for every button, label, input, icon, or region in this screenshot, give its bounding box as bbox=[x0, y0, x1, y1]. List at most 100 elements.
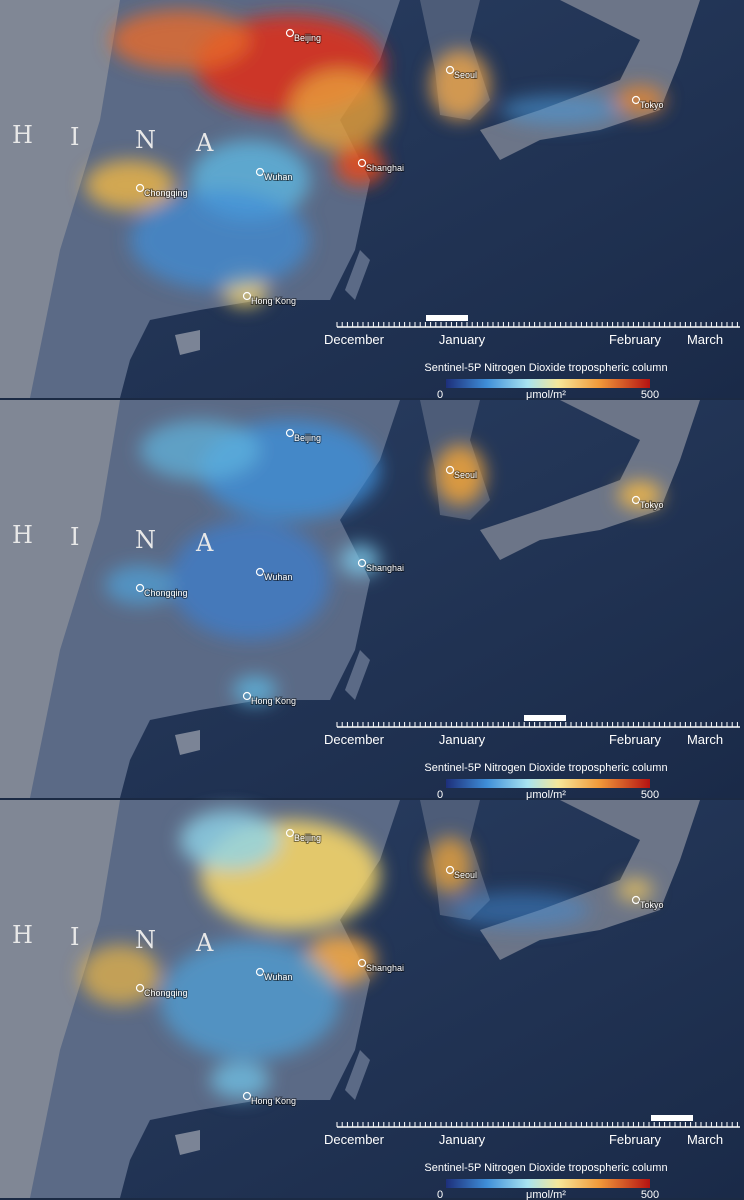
no2-concentration bbox=[430, 50, 490, 120]
country-letter: I bbox=[70, 523, 79, 551]
city-marker bbox=[135, 183, 145, 193]
country-letter: I bbox=[70, 123, 79, 151]
legend-colorbar bbox=[446, 779, 650, 788]
map-panel: H I N A Beijing Seoul Tokyo Shanghai Wuhan Chongq… bbox=[0, 400, 744, 801]
timeline-handle bbox=[651, 1115, 693, 1121]
city-label: Seoul bbox=[454, 70, 477, 80]
timeline-month: December bbox=[324, 1132, 385, 1147]
country-letter: H bbox=[12, 921, 33, 949]
no2-concentration bbox=[618, 481, 662, 509]
no2-concentration bbox=[210, 1062, 270, 1098]
city-label: Beijing bbox=[294, 833, 321, 843]
city-marker bbox=[357, 558, 367, 568]
city-marker bbox=[242, 291, 252, 301]
timeline-month: March bbox=[687, 732, 723, 747]
map-panel: H I N A Beijing Seoul Tokyo Shanghai Wuhan Chongq… bbox=[0, 800, 744, 1200]
city-label: Wuhan bbox=[264, 172, 292, 182]
country-letter: N bbox=[135, 526, 156, 554]
legend-title: Sentinel-5P Nitrogen Dioxide tropospheri… bbox=[424, 762, 667, 774]
no2-concentration bbox=[617, 878, 653, 902]
city-label: Wuhan bbox=[264, 972, 292, 982]
city-marker bbox=[255, 567, 265, 577]
city-marker bbox=[445, 65, 455, 75]
legend-title: Sentinel-5P Nitrogen Dioxide tropospheri… bbox=[424, 362, 667, 374]
land-japan bbox=[480, 400, 700, 560]
city-label: Seoul bbox=[454, 470, 477, 480]
legend-unit: μmol/m² bbox=[526, 1189, 566, 1200]
city-label: Beijing bbox=[294, 33, 321, 43]
no2-concentration bbox=[130, 190, 310, 290]
timeline-month: January bbox=[439, 1132, 486, 1147]
no2-concentration bbox=[335, 145, 385, 185]
no2-concentration bbox=[140, 420, 260, 480]
timeline-month: December bbox=[324, 732, 385, 747]
no2-concentration bbox=[435, 445, 485, 505]
land-taiwan bbox=[345, 250, 370, 300]
city-label: Hong Kong bbox=[251, 296, 296, 306]
land-west bbox=[0, 800, 120, 1198]
city-marker bbox=[631, 895, 641, 905]
city-marker bbox=[242, 1091, 252, 1101]
city-label: Chongqing bbox=[144, 188, 188, 198]
country-letter: H bbox=[12, 521, 33, 549]
country-letter: A bbox=[195, 929, 214, 957]
land-hainan bbox=[175, 730, 200, 755]
city-label: Beijing bbox=[294, 433, 321, 443]
city-marker bbox=[631, 95, 641, 105]
city-marker bbox=[357, 958, 367, 968]
legend-min: 0 bbox=[437, 389, 443, 401]
country-letter: I bbox=[70, 923, 79, 951]
land-west bbox=[0, 400, 120, 798]
country-letter: H bbox=[12, 121, 33, 149]
city-marker bbox=[445, 465, 455, 475]
legend-unit: μmol/m² bbox=[526, 389, 566, 401]
timeline-month: February bbox=[609, 1132, 662, 1147]
timeline-month: February bbox=[609, 732, 662, 747]
city-label: Shanghai bbox=[366, 163, 404, 173]
no2-concentration bbox=[428, 837, 472, 893]
timeline-handle bbox=[524, 715, 566, 721]
country-letter: N bbox=[135, 926, 156, 954]
timeline-month: January bbox=[439, 332, 486, 347]
legend-max: 500 bbox=[641, 389, 659, 401]
country-letter: A bbox=[195, 529, 214, 557]
no2-concentration bbox=[110, 10, 250, 70]
legend-colorbar bbox=[446, 379, 650, 388]
city-marker bbox=[285, 28, 295, 38]
timeline-month: March bbox=[687, 332, 723, 347]
city-label: Tokyo bbox=[640, 100, 664, 110]
city-marker bbox=[445, 865, 455, 875]
city-marker bbox=[242, 691, 252, 701]
timeline-month: January bbox=[439, 732, 486, 747]
city-label: Shanghai bbox=[366, 563, 404, 573]
city-label: Hong Kong bbox=[251, 1096, 296, 1106]
legend-unit: μmol/m² bbox=[526, 789, 566, 801]
legend-min: 0 bbox=[437, 1189, 443, 1200]
city-marker bbox=[255, 967, 265, 977]
city-label: Hong Kong bbox=[251, 696, 296, 706]
legend-title: Sentinel-5P Nitrogen Dioxide tropospheri… bbox=[424, 1162, 667, 1174]
no2-overlay bbox=[105, 420, 662, 704]
legend-max: 500 bbox=[641, 1189, 659, 1200]
timeline-month: December bbox=[324, 332, 385, 347]
city-marker bbox=[357, 158, 367, 168]
legend-min: 0 bbox=[437, 789, 443, 801]
country-letter: N bbox=[135, 126, 156, 154]
no2-concentration bbox=[180, 810, 280, 870]
city-label: Chongqing bbox=[144, 988, 188, 998]
city-label: Chongqing bbox=[144, 588, 188, 598]
city-label: Tokyo bbox=[640, 500, 664, 510]
no2-concentration bbox=[500, 95, 620, 125]
land-taiwan bbox=[345, 1050, 370, 1100]
city-label: Wuhan bbox=[264, 572, 292, 582]
no2-concentration bbox=[160, 940, 340, 1060]
city-marker bbox=[135, 583, 145, 593]
legend-colorbar bbox=[446, 1179, 650, 1188]
land-hainan bbox=[175, 1130, 200, 1155]
land-west bbox=[0, 0, 120, 398]
map-panel: H I N A Beijing Seoul Tokyo Shanghai Wuhan Chongq… bbox=[0, 0, 744, 401]
land-taiwan bbox=[345, 650, 370, 700]
country-letter: A bbox=[195, 129, 214, 157]
city-label: Tokyo bbox=[640, 900, 664, 910]
